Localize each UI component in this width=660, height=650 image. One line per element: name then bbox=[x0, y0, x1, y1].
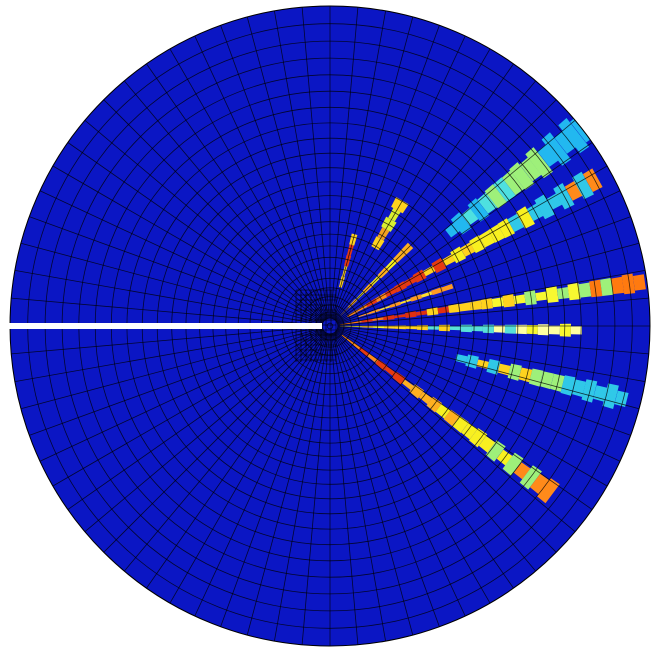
streak-cell bbox=[546, 286, 559, 303]
streak-cell bbox=[549, 326, 560, 335]
streak-cell bbox=[472, 326, 483, 332]
streak-cell bbox=[450, 326, 461, 330]
streak-cell bbox=[494, 325, 505, 332]
page: (() => { JSON.parse(document.getElementB… bbox=[0, 0, 660, 650]
streak-cell bbox=[535, 291, 547, 301]
streak-cell bbox=[633, 274, 646, 290]
streak-cell bbox=[492, 297, 504, 307]
crack bbox=[8, 323, 322, 329]
streak-cell bbox=[428, 326, 439, 330]
fem-plot bbox=[0, 0, 660, 650]
streak-cell bbox=[502, 294, 515, 307]
streak-cell bbox=[579, 283, 592, 298]
streak-cell bbox=[571, 326, 582, 334]
